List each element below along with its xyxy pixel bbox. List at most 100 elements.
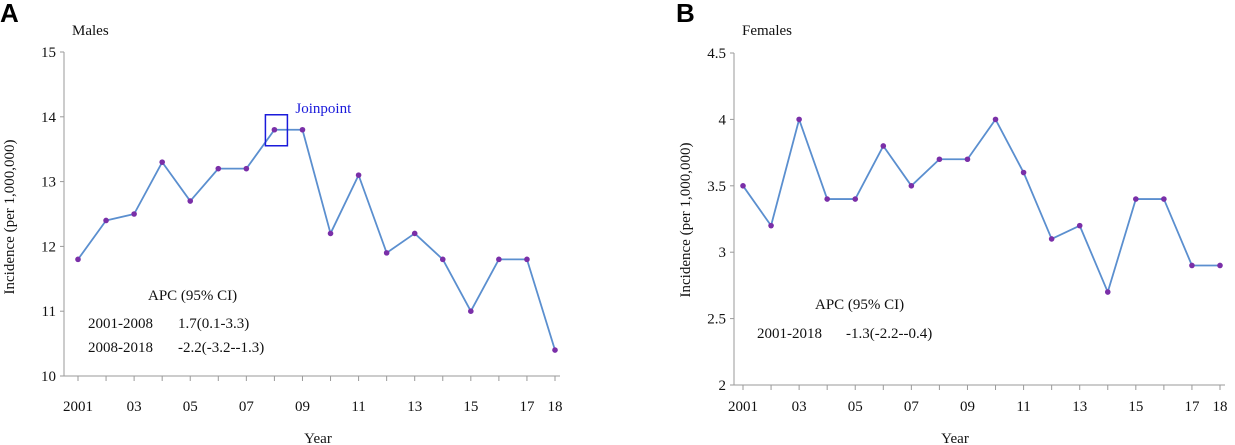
x-tick-label: 17: [1184, 399, 1200, 415]
x-tick-label: 05: [183, 399, 198, 415]
x-tick-label: 18: [1213, 399, 1228, 415]
panel-b-apc-period-1: 2001-2018: [757, 326, 822, 342]
x-tick-label: 11: [351, 399, 365, 415]
data-point: [468, 308, 474, 315]
data-point: [824, 196, 830, 202]
data-point: [1020, 169, 1027, 176]
data-point: [768, 222, 774, 229]
x-tick-label: 2001: [63, 399, 93, 415]
data-point: [1048, 236, 1055, 242]
x-tick-label: 15: [463, 399, 478, 415]
panel-a-joinpoint: Joinpoint: [264, 101, 352, 147]
data-point: [992, 116, 999, 123]
x-tick-label: 13: [407, 399, 422, 415]
series-line: [77, 128, 556, 351]
data-point: [355, 172, 362, 178]
x-tick-label: 15: [1128, 399, 1143, 415]
data-point: [524, 256, 530, 263]
y-tick-label: 14: [41, 110, 57, 126]
panel-a-axes: [63, 52, 560, 377]
data-point: [299, 126, 306, 133]
data-point: [496, 256, 502, 263]
panel-b-apc-heading: APC (95% CI): [815, 297, 904, 313]
panel-letter-b: B: [676, 0, 695, 28]
panel-letter-a: A: [0, 0, 19, 28]
x-tick-label: 05: [848, 399, 863, 415]
panel-a-series: [75, 126, 558, 353]
panel-a-apc-period-1: 2001-2008: [88, 316, 153, 332]
panel-a-y-axis-title: Incidence (per 1,000,000): [2, 140, 18, 295]
panel-a-apc-value-2: -2.2(-3.2--1.3): [178, 340, 264, 356]
data-point: [159, 159, 165, 165]
data-point: [880, 143, 887, 149]
data-point: [796, 116, 802, 123]
y-tick-label: 3.5: [707, 179, 726, 195]
data-point: [852, 196, 859, 202]
panel-a-apc-value-1: 1.7(0.1-3.3): [178, 316, 249, 332]
data-point: [439, 256, 446, 263]
panel-b-apc-table: APC (95% CI) 2001-2018 -1.3(-2.2--0.4): [757, 297, 932, 342]
panel-b-title: Females: [742, 23, 792, 39]
x-tick-label: 13: [1072, 399, 1087, 415]
data-point: [1189, 262, 1195, 269]
data-point: [383, 250, 390, 256]
x-tick-label: 09: [295, 399, 310, 415]
panel-a-ticks: 10 11 12 13 14 15 2001 03 05 07 09 11 13 15 17 18: [41, 45, 563, 415]
panel-a-title: Males: [72, 23, 109, 39]
panel-b-y-axis-title: Incidence (per 1,000,000): [678, 143, 694, 298]
y-tick-label: 10: [41, 369, 56, 385]
data-point: [1076, 222, 1083, 229]
y-tick-label: 2.5: [707, 312, 726, 328]
y-tick-label: 11: [42, 304, 56, 320]
data-point: [908, 183, 915, 189]
panel-b-apc-value-1: -1.3(-2.2--0.4): [846, 326, 932, 342]
joinpoint-label: Joinpoint: [295, 101, 352, 117]
data-point: [740, 183, 746, 189]
x-tick-label: 11: [1016, 399, 1030, 415]
data-point: [1217, 262, 1223, 269]
data-point: [964, 156, 971, 163]
y-tick-label: 13: [41, 175, 56, 191]
data-point: [75, 256, 81, 263]
panel-b-series: [740, 116, 1223, 295]
data-point: [215, 165, 222, 172]
data-point: [327, 230, 334, 237]
data-point: [243, 165, 250, 172]
panel-b-ticks: 2 2.5 3 3.5 4 4.5 2001 03 05 07 09 11 13 15 17 18: [707, 46, 1227, 415]
x-tick-label: 07: [904, 399, 920, 415]
x-tick-label: 03: [792, 399, 807, 415]
data-point: [271, 126, 278, 133]
data-point: [411, 230, 418, 237]
panel-a-apc-heading: APC (95% CI): [148, 288, 237, 304]
panel-b-axes: [733, 53, 1225, 386]
x-tick-label: 07: [239, 399, 255, 415]
y-tick-label: 3: [719, 245, 727, 261]
x-tick-label: 09: [960, 399, 975, 415]
data-point: [131, 211, 137, 217]
data-point: [552, 347, 558, 353]
panel-a-apc-table: APC (95% CI) 2001-2008 1.7(0.1-3.3) 2008…: [88, 288, 264, 356]
data-point: [103, 217, 109, 224]
x-tick-label: 18: [548, 399, 563, 415]
panel-a-apc-period-2: 2008-2018: [88, 340, 153, 356]
data-point: [187, 198, 194, 204]
data-point: [1133, 196, 1139, 202]
panel-b-x-axis-title: Year: [941, 431, 969, 445]
x-tick-label: 17: [519, 399, 535, 415]
y-tick-label: 2: [719, 378, 727, 394]
y-tick-label: 4.5: [707, 46, 726, 62]
y-tick-label: 15: [41, 45, 56, 61]
x-tick-label: 03: [127, 399, 142, 415]
data-point: [936, 156, 943, 163]
data-point: [1104, 289, 1111, 295]
data-point: [1161, 196, 1167, 202]
panel-a-x-axis-title: Year: [304, 431, 332, 445]
x-tick-label: 2001: [728, 399, 758, 415]
panel-b-females: B Females Incidence (per 1,000,000) Year…: [676, 0, 1228, 445]
y-tick-label: 12: [41, 239, 56, 255]
series-line: [742, 118, 1220, 293]
joinpoint-box: [264, 114, 289, 147]
panel-a-males: A Males Incidence (per 1,000,000) Year 1…: [0, 0, 563, 445]
y-tick-label: 4: [719, 112, 727, 128]
